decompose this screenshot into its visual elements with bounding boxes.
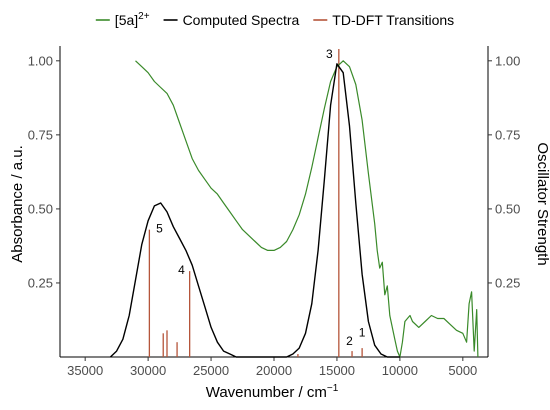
transition-number-label: 5 <box>156 222 163 236</box>
annotation-layer: 5 4 3 21 <box>156 47 366 348</box>
transition-number-label: 2 <box>346 334 353 348</box>
series-line-5a <box>135 60 479 358</box>
legend-superscript: 2+ <box>138 11 150 22</box>
x-tick-label: 10000 <box>382 363 418 378</box>
y-axis-left: 0.25 0.50 0.75 1.00 <box>28 53 60 290</box>
x-tick-label: 30000 <box>130 363 166 378</box>
x-axis: 35000 30000 25000 20000 15000 10000 5000 <box>67 357 477 378</box>
x-axis-label: Wavenumber / cm−1 <box>206 383 339 401</box>
legend: [5a]2+ Computed Spectra TD-DFT Transitions <box>95 11 454 28</box>
transition-number-label: 4 <box>178 263 185 277</box>
y-axis-label: Absorbance / a.u. <box>9 145 26 263</box>
x-tick-label: 35000 <box>67 363 103 378</box>
transitions-layer <box>148 48 363 357</box>
y-tick-label: 0.75 <box>28 127 53 142</box>
x-tick-label: 5000 <box>448 363 477 378</box>
x-tick-label: 15000 <box>319 363 355 378</box>
y-tick-label: 0.50 <box>28 201 53 216</box>
x-tick-label: 25000 <box>193 363 229 378</box>
series-line-computed <box>109 63 400 358</box>
legend-label: Computed Spectra <box>183 12 300 28</box>
transition-number-label: 1 <box>359 325 366 339</box>
legend-label: TD-DFT Transitions <box>332 12 454 28</box>
y-tick-label: 0.25 <box>28 275 53 290</box>
x-axis-label-superscript: −1 <box>327 383 339 394</box>
transition-number-label: 3 <box>326 47 333 61</box>
y-axis-right: 0.25 0.50 0.75 1.00 <box>488 53 520 290</box>
y-right-tick-label: 0.25 <box>495 275 520 290</box>
y-right-tick-label: 1.00 <box>495 53 520 68</box>
series-layer <box>109 60 479 358</box>
y-right-tick-label: 0.50 <box>495 201 520 216</box>
y-right-tick-label: 0.75 <box>495 127 520 142</box>
y-axis-right-label: Oscillator Strength <box>534 142 550 265</box>
plot-frame <box>59 46 489 358</box>
legend-label: [5a]2+ <box>115 11 150 28</box>
y-tick-label: 1.00 <box>28 53 53 68</box>
x-tick-label: 20000 <box>256 363 292 378</box>
